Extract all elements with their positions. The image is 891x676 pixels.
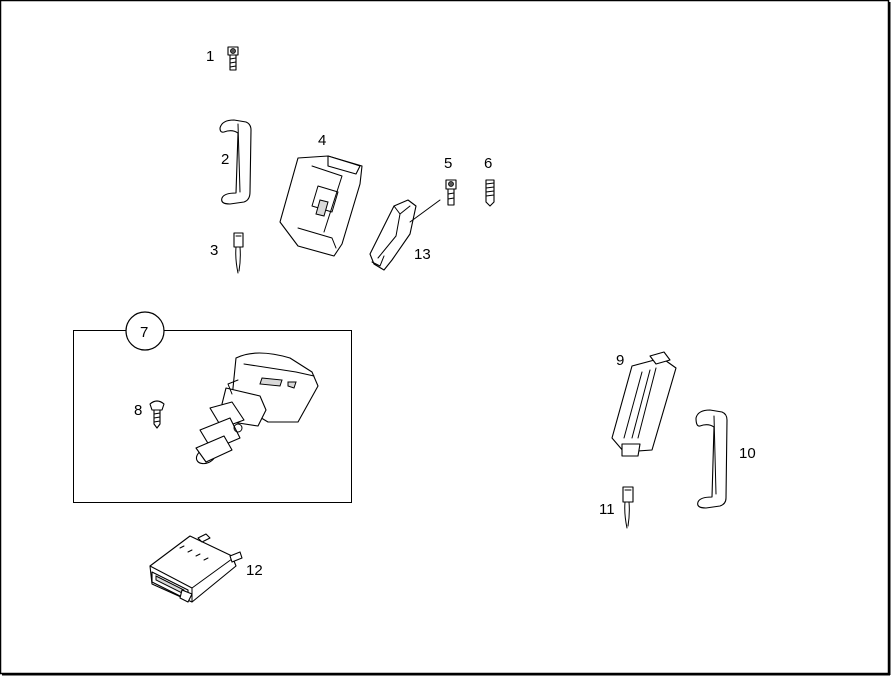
part-9-switch[interactable] [611,351,677,457]
label-11: 11 [599,501,615,518]
part-13-cover[interactable] [369,199,441,271]
label-5: 5 [444,155,452,172]
part-12-control-unit[interactable] [149,533,243,603]
label-7: 7 [140,324,148,341]
label-10: 10 [739,445,756,462]
part-3-connector[interactable] [233,232,244,274]
part-1-screw[interactable] [227,46,239,71]
part-6-stud[interactable] [485,179,495,207]
label-2: 2 [221,151,229,168]
part-10-bracket[interactable] [695,409,728,509]
part-5-screw[interactable] [445,179,457,206]
label-1: 1 [206,48,214,65]
label-6: 6 [484,155,492,172]
part-7-motor-assembly[interactable] [194,352,319,467]
part-2-bracket[interactable] [219,119,252,205]
assembly-7-box [73,311,352,503]
part-11-connector[interactable] [622,486,634,529]
label-8: 8 [134,402,142,419]
label-12: 12 [246,562,263,579]
part-4-housing[interactable] [279,155,363,257]
label-9: 9 [616,352,624,369]
label-13: 13 [414,246,431,263]
label-3: 3 [210,242,218,259]
label-4: 4 [318,132,326,149]
part-8-bolt[interactable] [149,400,165,429]
